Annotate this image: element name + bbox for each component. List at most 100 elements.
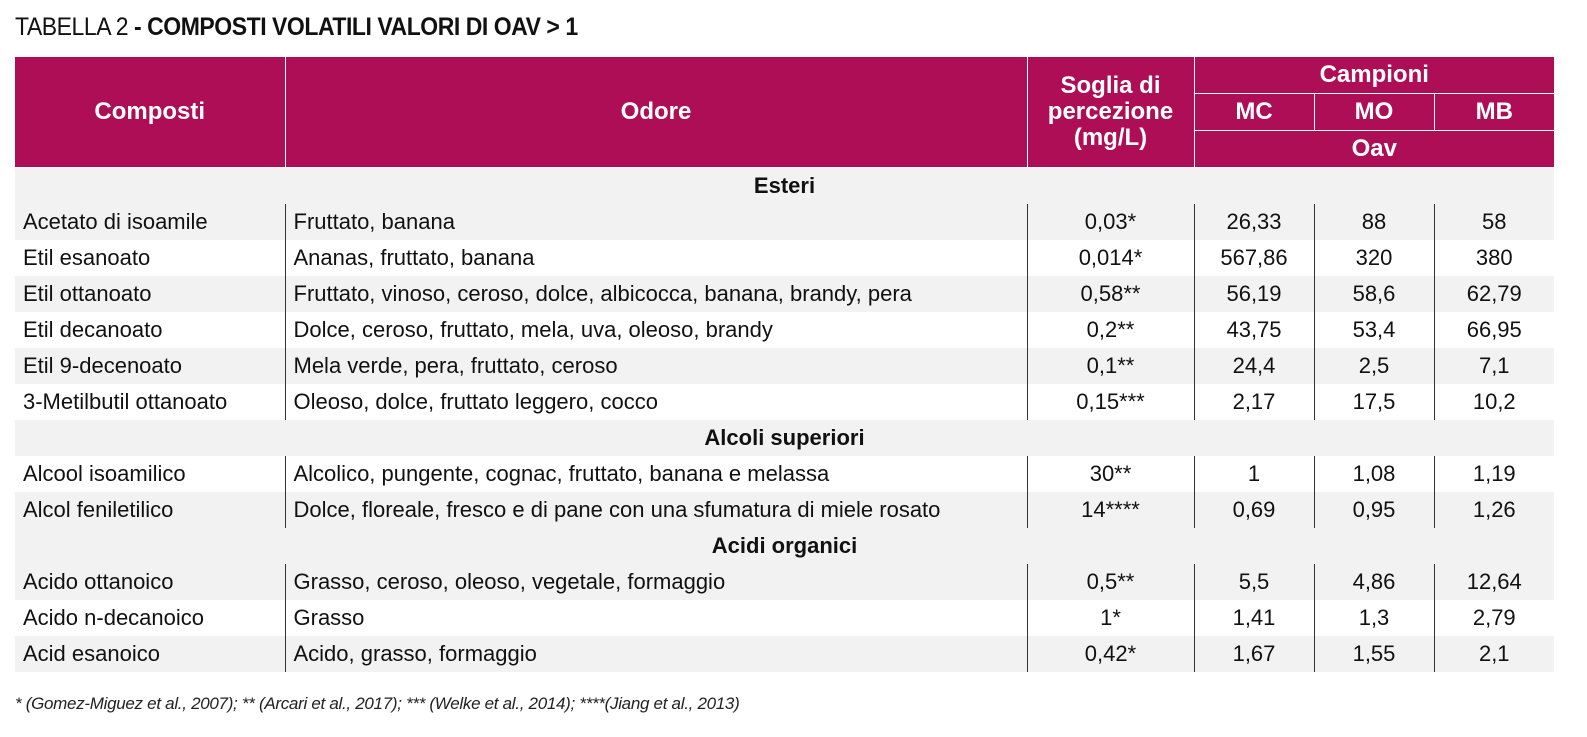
table-row: Etil ottanoato Fruttato, vinoso, ceroso,…	[15, 276, 1555, 312]
table-row: Alcol feniletilico Dolce, floreale, fres…	[15, 492, 1555, 528]
table-row: Acido ottanoico Grasso, ceroso, oleoso, …	[15, 564, 1555, 600]
header-mc: MC	[1193, 93, 1315, 131]
section-title: Alcoli superiori	[15, 420, 1555, 456]
section-row-esteri: Esteri	[15, 167, 1555, 204]
cell-mb: 380	[1433, 240, 1555, 276]
cell-composto: Etil ottanoato	[15, 276, 285, 312]
cell-mc: 1	[1193, 456, 1314, 492]
cell-soglia: 0,2**	[1026, 312, 1194, 348]
cell-mb: 10,2	[1433, 384, 1555, 420]
section-title: Acidi organici	[15, 528, 1555, 564]
cell-odore: Mela verde, pera, fruttato, ceroso	[284, 348, 1027, 384]
cell-odore: Oleoso, dolce, fruttato leggero, cocco	[284, 384, 1027, 420]
cell-composto: Alcool isoamilico	[15, 456, 285, 492]
header-soglia: Soglia di percezione (mg/L)	[1026, 57, 1195, 168]
cell-soglia: 0,5**	[1026, 564, 1194, 600]
cell-mc: 567,86	[1193, 240, 1314, 276]
header-soglia-line3: (mg/L)	[1073, 124, 1148, 151]
table-number: TABELLA 2	[15, 13, 129, 41]
cell-odore: Dolce, ceroso, fruttato, mela, uva, oleo…	[284, 312, 1027, 348]
header-mb: MB	[1433, 93, 1555, 131]
cell-mb: 2,79	[1433, 600, 1555, 636]
cell-odore: Grasso	[284, 600, 1027, 636]
header-odore: Odore	[284, 57, 1028, 168]
cell-mo: 1,55	[1313, 636, 1434, 672]
cell-soglia: 14****	[1026, 492, 1194, 528]
cell-mc: 24,4	[1193, 348, 1314, 384]
cell-mo: 4,86	[1313, 564, 1434, 600]
cell-composto: Acido ottanoico	[15, 564, 285, 600]
cell-composto: 3-Metilbutil ottanoato	[15, 384, 285, 420]
header-campioni: Campioni	[1193, 57, 1555, 94]
cell-odore: Alcolico, pungente, cognac, fruttato, ba…	[284, 456, 1027, 492]
cell-mb: 62,79	[1433, 276, 1555, 312]
table-row: Acetato di isoamile Fruttato, banana 0,0…	[15, 204, 1555, 240]
cell-mb: 12,64	[1433, 564, 1555, 600]
cell-odore: Acido, grasso, formaggio	[284, 636, 1027, 672]
table-body: Esteri Acetato di isoamile Fruttato, ban…	[15, 167, 1555, 672]
table-row: Etil esanoato Ananas, fruttato, banana 0…	[15, 240, 1555, 276]
table-row: Acid esanoico Acido, grasso, formaggio 0…	[15, 636, 1555, 672]
table-row: Acido n-decanoico Grasso 1* 1,41 1,3 2,7…	[15, 600, 1555, 636]
cell-mc: 26,33	[1193, 204, 1314, 240]
cell-composto: Acido n-decanoico	[15, 600, 285, 636]
table-row: Etil 9-decenoato Mela verde, pera, frutt…	[15, 348, 1555, 384]
cell-odore: Grasso, ceroso, oleoso, vegetale, formag…	[284, 564, 1027, 600]
cell-mb: 66,95	[1433, 312, 1555, 348]
cell-soglia: 0,03*	[1026, 204, 1194, 240]
header-soglia-line2: percezione	[1047, 98, 1174, 125]
cell-mo: 0,95	[1313, 492, 1434, 528]
cell-mb: 1,19	[1433, 456, 1555, 492]
section-row-acidi-organici: Acidi organici	[15, 528, 1555, 564]
footnote: * (Gomez-Miguez et al., 2007); ** (Arcar…	[15, 694, 740, 713]
cell-mo: 58,6	[1313, 276, 1434, 312]
table-caption: - COMPOSTI VOLATILI VALORI DI OAV > 1	[128, 13, 578, 41]
cell-mc: 1,41	[1193, 600, 1314, 636]
cell-mo: 53,4	[1313, 312, 1434, 348]
cell-mo: 88	[1313, 204, 1434, 240]
cell-mo: 17,5	[1313, 384, 1434, 420]
cell-mc: 43,75	[1193, 312, 1314, 348]
cell-mo: 2,5	[1313, 348, 1434, 384]
header-mo: MO	[1313, 93, 1435, 131]
section-row-alcoli-superiori: Alcoli superiori	[15, 420, 1555, 456]
cell-mo: 320	[1313, 240, 1434, 276]
cell-mb: 2,1	[1433, 636, 1555, 672]
cell-mb: 58	[1433, 204, 1555, 240]
header-composti: Composti	[15, 57, 286, 168]
oav-table: Composti Odore Soglia di percezione (mg/…	[15, 57, 1555, 672]
cell-odore: Ananas, fruttato, banana	[284, 240, 1027, 276]
header-soglia-line1: Soglia di	[1060, 72, 1161, 99]
cell-composto: Acetato di isoamile	[15, 204, 285, 240]
table-title: TABELLA 2 - COMPOSTI VOLATILI VALORI DI …	[15, 10, 578, 44]
cell-odore: Dolce, floreale, fresco e di pane con un…	[284, 492, 1027, 528]
cell-soglia: 0,42*	[1026, 636, 1194, 672]
cell-soglia: 0,1**	[1026, 348, 1194, 384]
cell-soglia: 0,58**	[1026, 276, 1194, 312]
cell-composto: Alcol feniletilico	[15, 492, 285, 528]
table-row: Alcool isoamilico Alcolico, pungente, co…	[15, 456, 1555, 492]
cell-composto: Etil 9-decenoato	[15, 348, 285, 384]
cell-soglia: 0,014*	[1026, 240, 1194, 276]
cell-odore: Fruttato, vinoso, ceroso, dolce, albicoc…	[284, 276, 1027, 312]
cell-soglia: 30**	[1026, 456, 1194, 492]
table-row: Etil decanoato Dolce, ceroso, fruttato, …	[15, 312, 1555, 348]
cell-mo: 1,3	[1313, 600, 1434, 636]
section-title: Esteri	[15, 167, 1555, 204]
cell-mo: 1,08	[1313, 456, 1434, 492]
cell-mc: 56,19	[1193, 276, 1314, 312]
cell-soglia: 0,15***	[1026, 384, 1194, 420]
cell-soglia: 1*	[1026, 600, 1194, 636]
header-oav: Oav	[1193, 130, 1555, 168]
cell-mc: 2,17	[1193, 384, 1314, 420]
cell-mc: 5,5	[1193, 564, 1314, 600]
cell-mb: 7,1	[1433, 348, 1555, 384]
cell-composto: Acid esanoico	[15, 636, 285, 672]
cell-mc: 1,67	[1193, 636, 1314, 672]
table-header: Composti Odore Soglia di percezione (mg/…	[15, 57, 1555, 168]
cell-odore: Fruttato, banana	[284, 204, 1027, 240]
cell-mc: 0,69	[1193, 492, 1314, 528]
cell-composto: Etil decanoato	[15, 312, 285, 348]
table-row: 3-Metilbutil ottanoato Oleoso, dolce, fr…	[15, 384, 1555, 420]
cell-mb: 1,26	[1433, 492, 1555, 528]
